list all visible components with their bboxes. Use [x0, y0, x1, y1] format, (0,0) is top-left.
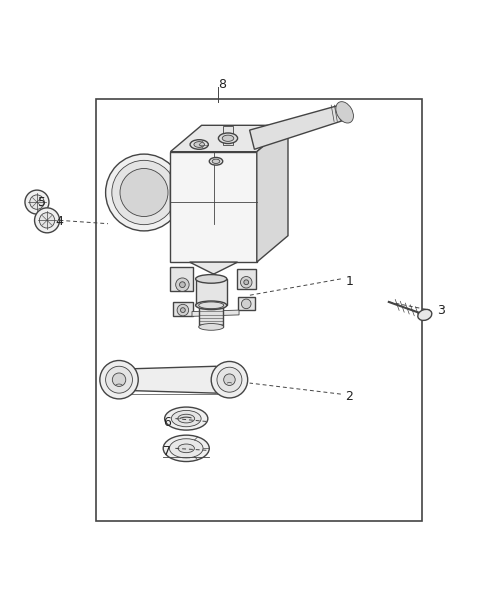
- Bar: [238, 297, 255, 310]
- Ellipse shape: [212, 159, 220, 163]
- Text: 6: 6: [163, 416, 171, 429]
- Ellipse shape: [169, 439, 203, 458]
- Circle shape: [112, 160, 176, 225]
- Text: 4: 4: [55, 215, 63, 228]
- Ellipse shape: [194, 142, 204, 147]
- Circle shape: [35, 208, 60, 233]
- Circle shape: [241, 299, 251, 309]
- Polygon shape: [257, 125, 288, 262]
- Polygon shape: [190, 262, 238, 279]
- Ellipse shape: [199, 323, 224, 331]
- Polygon shape: [120, 366, 230, 393]
- Bar: [199, 305, 223, 327]
- Ellipse shape: [196, 275, 227, 283]
- Ellipse shape: [178, 444, 194, 453]
- Circle shape: [100, 361, 138, 399]
- Circle shape: [176, 278, 189, 291]
- Bar: [96, 99, 422, 521]
- Circle shape: [112, 373, 126, 386]
- Polygon shape: [170, 125, 288, 151]
- Text: 2: 2: [346, 390, 353, 403]
- Circle shape: [25, 190, 49, 214]
- Ellipse shape: [163, 435, 209, 462]
- Ellipse shape: [336, 102, 353, 123]
- Circle shape: [180, 282, 185, 287]
- Ellipse shape: [209, 157, 223, 165]
- Ellipse shape: [196, 301, 227, 310]
- Polygon shape: [170, 151, 257, 262]
- Ellipse shape: [171, 410, 201, 427]
- Bar: [196, 279, 227, 305]
- Circle shape: [106, 154, 182, 231]
- Circle shape: [39, 213, 55, 228]
- Ellipse shape: [199, 302, 224, 309]
- Polygon shape: [192, 310, 239, 316]
- Circle shape: [224, 374, 235, 385]
- Bar: [237, 269, 256, 290]
- Circle shape: [106, 366, 132, 393]
- Bar: [170, 267, 193, 291]
- Polygon shape: [250, 106, 343, 149]
- Ellipse shape: [222, 135, 234, 141]
- Circle shape: [120, 168, 168, 216]
- Text: 8: 8: [218, 78, 227, 91]
- Circle shape: [30, 195, 44, 209]
- Text: 1: 1: [346, 275, 353, 288]
- Polygon shape: [170, 161, 173, 243]
- Ellipse shape: [190, 139, 208, 149]
- Text: 3: 3: [437, 304, 444, 317]
- Text: 5: 5: [38, 195, 47, 209]
- Text: 7: 7: [163, 445, 171, 458]
- Circle shape: [211, 361, 248, 398]
- Bar: [173, 302, 193, 316]
- Ellipse shape: [165, 407, 208, 430]
- Bar: [223, 126, 233, 144]
- Ellipse shape: [218, 133, 238, 144]
- Ellipse shape: [418, 310, 432, 320]
- Circle shape: [217, 367, 242, 392]
- Circle shape: [244, 280, 249, 285]
- Ellipse shape: [178, 414, 195, 423]
- Circle shape: [177, 304, 189, 316]
- Circle shape: [240, 276, 252, 288]
- Circle shape: [180, 308, 185, 313]
